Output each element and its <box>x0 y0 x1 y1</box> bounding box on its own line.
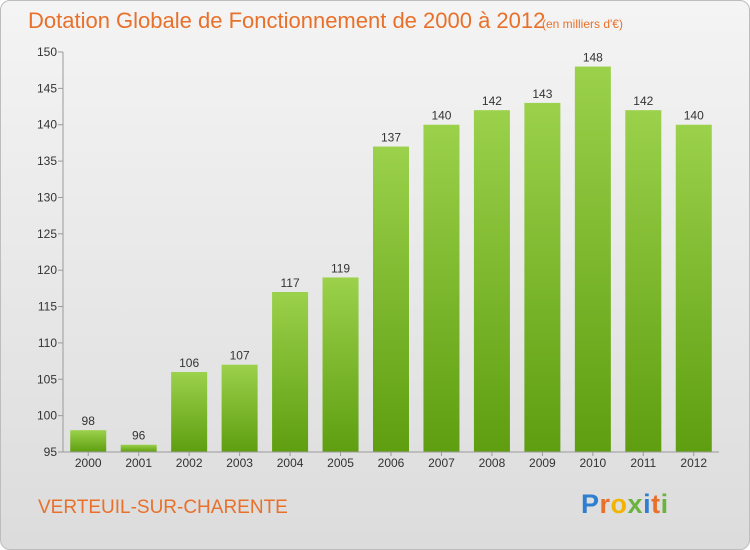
y-tick-label: 115 <box>38 300 57 314</box>
bar <box>70 430 107 452</box>
logo-letter: t <box>651 489 661 519</box>
chart-subtitle: (en milliers d'€) <box>542 17 623 31</box>
y-tick-label: 110 <box>38 336 57 350</box>
x-tick-label: 2012 <box>680 456 707 470</box>
bar <box>473 110 510 452</box>
bar <box>322 277 359 452</box>
bar <box>272 292 309 452</box>
commune-name: VERTEUIL-SUR-CHARENTE <box>38 497 288 518</box>
logo-letter: i <box>660 489 669 519</box>
bar <box>524 102 561 452</box>
logo-letter: o <box>610 489 628 519</box>
y-axis: 95 100 105 110 115 120 125 130 135 140 145 150 <box>37 45 64 459</box>
data-label: 142 <box>482 94 502 108</box>
chart-title: Dotation Globale de Fonctionnement de 20… <box>28 8 546 33</box>
data-label: 137 <box>381 131 401 145</box>
x-tick-label: 2008 <box>479 456 506 470</box>
bar <box>574 66 611 452</box>
bar <box>171 372 208 452</box>
data-label: 106 <box>179 356 199 370</box>
data-label: 140 <box>684 109 704 123</box>
x-tick-label: 2002 <box>176 456 203 470</box>
y-tick-label: 105 <box>37 372 57 386</box>
logo-letter: i <box>643 489 652 519</box>
logo-letter: P <box>581 489 600 519</box>
y-tick-label: 100 <box>37 409 57 423</box>
x-tick-label: 2009 <box>529 456 556 470</box>
proxiti-logo[interactable]: Proxiti <box>581 489 669 520</box>
data-label: 143 <box>532 87 552 101</box>
data-label: 117 <box>281 276 300 290</box>
logo-letter: x <box>627 489 644 519</box>
data-label: 107 <box>230 349 250 363</box>
x-tick-label: 2007 <box>428 456 455 470</box>
y-tick-label: 125 <box>37 227 57 241</box>
bar <box>423 124 460 453</box>
x-tick-label: 2005 <box>327 456 354 470</box>
data-label: 96 <box>132 429 146 443</box>
y-tick-label: 120 <box>37 263 57 277</box>
data-label: 98 <box>82 414 96 428</box>
y-tick-label: 150 <box>37 45 57 59</box>
data-label: 119 <box>331 261 350 275</box>
y-tick-label: 140 <box>37 118 57 132</box>
data-label: 140 <box>431 109 451 123</box>
bars: 98 96 106 107 117 119 137 140 142 143 148 142 140 <box>70 51 712 453</box>
x-tick-label: 2010 <box>579 456 606 470</box>
logo-letter: r <box>599 489 611 519</box>
bar <box>675 124 712 453</box>
x-tick-label: 2004 <box>277 456 304 470</box>
bar <box>625 110 662 452</box>
x-tick-label: 2003 <box>226 456 253 470</box>
x-tick-label: 2006 <box>378 456 405 470</box>
bar <box>120 444 157 452</box>
x-axis: 2000 2001 2002 2003 2004 2005 2006 2007 2008 2009… <box>63 451 719 470</box>
bar <box>221 364 258 452</box>
bar <box>373 146 409 452</box>
y-tick-label: 130 <box>37 190 57 204</box>
y-tick-label: 145 <box>37 81 57 95</box>
data-label: 148 <box>583 51 603 65</box>
x-tick-label: 2011 <box>630 456 656 470</box>
data-label: 142 <box>633 94 653 108</box>
y-tick-label: 135 <box>37 154 57 168</box>
x-tick-label: 2001 <box>125 456 152 470</box>
y-tick-label: 95 <box>44 445 58 459</box>
x-tick-label: 2000 <box>75 456 102 470</box>
